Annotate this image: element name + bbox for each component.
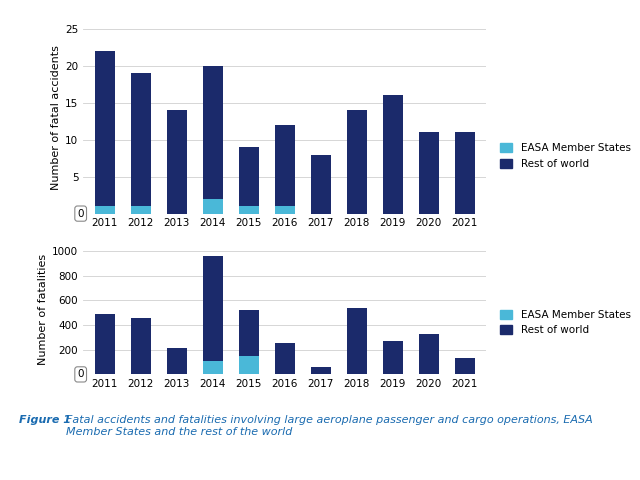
Bar bbox=[275, 125, 294, 206]
Bar bbox=[239, 206, 259, 214]
Y-axis label: Number of fatalities: Number of fatalities bbox=[38, 254, 48, 365]
Bar bbox=[239, 310, 259, 356]
Bar bbox=[167, 348, 187, 374]
Y-axis label: Number of fatal accidents: Number of fatal accidents bbox=[51, 45, 61, 190]
Bar bbox=[311, 155, 331, 214]
Bar bbox=[455, 132, 475, 214]
Text: Fatal accidents and fatalities involving large aeroplane passenger and cargo ope: Fatal accidents and fatalities involving… bbox=[66, 415, 593, 437]
Bar bbox=[203, 256, 223, 361]
Bar bbox=[239, 147, 259, 206]
Bar bbox=[95, 314, 115, 374]
Bar bbox=[239, 356, 259, 374]
Text: 0: 0 bbox=[77, 209, 84, 218]
Bar bbox=[347, 308, 367, 374]
Text: Figure 1: Figure 1 bbox=[19, 415, 75, 425]
Bar bbox=[131, 318, 150, 374]
Bar bbox=[167, 110, 187, 214]
Bar bbox=[95, 206, 115, 214]
Bar bbox=[419, 132, 438, 214]
Bar bbox=[383, 341, 403, 374]
Bar bbox=[419, 334, 438, 374]
Text: 0: 0 bbox=[77, 370, 84, 379]
Bar bbox=[131, 73, 150, 206]
Bar bbox=[275, 343, 294, 374]
Bar bbox=[203, 361, 223, 374]
Legend: EASA Member States, Rest of world: EASA Member States, Rest of world bbox=[500, 143, 630, 169]
Bar bbox=[203, 199, 223, 214]
Bar bbox=[383, 96, 403, 214]
Legend: EASA Member States, Rest of world: EASA Member States, Rest of world bbox=[500, 310, 630, 336]
Bar bbox=[275, 206, 294, 214]
Bar bbox=[131, 206, 150, 214]
Bar bbox=[347, 110, 367, 214]
Bar bbox=[311, 367, 331, 374]
Bar bbox=[455, 359, 475, 374]
Bar bbox=[95, 51, 115, 206]
Bar bbox=[203, 66, 223, 199]
